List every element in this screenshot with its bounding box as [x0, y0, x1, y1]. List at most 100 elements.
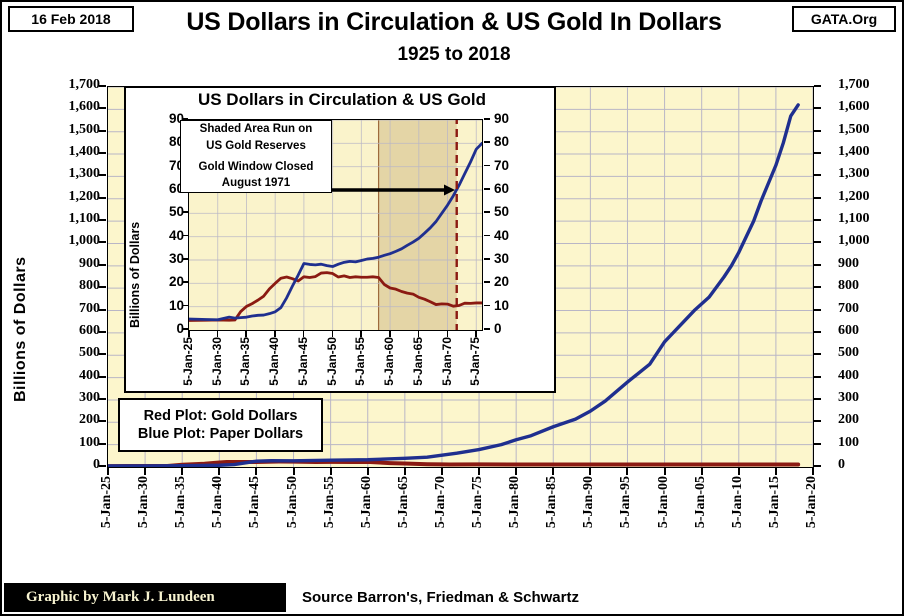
credit-label: Graphic by Mark J. Lundeen: [26, 589, 215, 605]
axis-tick-mark: [329, 468, 332, 475]
axis-tick-mark: [814, 129, 821, 132]
x-axis-tick-label: 5-Jan-00: [655, 476, 671, 529]
inset-y-tick-label-left: 70: [168, 157, 184, 173]
y-axis-tick-label-left: 1,400: [68, 144, 101, 160]
inset-note-line-2: US Gold Reserves: [206, 139, 306, 152]
axis-tick-mark: [99, 241, 106, 244]
axis-tick-mark: [814, 442, 821, 445]
axis-tick-mark: [99, 152, 106, 155]
x-axis-tick-label: 5-Jan-65: [395, 476, 411, 529]
inset-x-tick-label: 5-Jan-60: [382, 337, 397, 386]
y-axis-tick-label-right: 1,600: [838, 99, 870, 115]
x-axis-tick-label: 5-Jan-55: [321, 476, 337, 529]
date-badge-label: 16 Feb 2018: [31, 11, 111, 27]
inset-x-tick-label: 5-Jan-70: [439, 337, 454, 386]
y-axis-tick-label-right: 1,000: [838, 233, 870, 249]
y-axis-tick-label-right: 400: [838, 367, 859, 383]
axis-tick-mark: [814, 330, 821, 333]
axis-tick-mark: [99, 85, 106, 87]
y-axis-tick-label-left: 1,200: [68, 188, 101, 204]
inset-tick-mark: [182, 211, 188, 213]
y-axis-tick-label-right: 500: [838, 345, 859, 361]
inset-note-line-4: August 1971: [221, 177, 291, 190]
y-axis-tick-label-left: 200: [79, 412, 100, 428]
axis-tick-mark: [774, 468, 777, 475]
axis-tick-mark: [99, 219, 106, 222]
inset-x-tick-label: 5-Jan-50: [324, 337, 339, 386]
inset-y-tick-label-right: 30: [494, 251, 510, 266]
x-axis-tick-label: 5-Jan-50: [284, 476, 300, 529]
axis-tick-mark: [107, 468, 109, 475]
x-axis-tick-label: 5-Jan-10: [729, 476, 745, 529]
axis-tick-mark: [814, 263, 821, 266]
inset-tick-mark: [182, 118, 188, 120]
y-axis-tick-label-left: 0: [93, 457, 100, 472]
y-axis-tick-label-right: 900: [838, 255, 859, 271]
axis-tick-mark: [99, 129, 106, 132]
axis-tick-mark: [814, 174, 821, 177]
axis-tick-mark: [814, 196, 821, 199]
axis-tick-mark: [478, 468, 481, 475]
x-axis-tick-label: 5-Jan-80: [507, 476, 523, 529]
axis-tick-mark: [99, 330, 106, 333]
legend-paper-label: Blue Plot: Paper Dollars: [137, 426, 304, 442]
inset-tick-mark: [475, 331, 477, 337]
inset-tick-mark: [182, 258, 188, 260]
axis-tick-mark: [99, 353, 106, 356]
y-axis-tick-label-left: 400: [79, 367, 100, 383]
axis-tick-mark: [366, 468, 369, 475]
inset-y-tick-label-left: 50: [168, 204, 184, 220]
axis-tick-mark: [814, 353, 821, 356]
y-axis-tick-label-left: 1,600: [68, 99, 101, 115]
inset-tick-mark: [484, 281, 490, 283]
inset-y-tick-label-right: 80: [494, 134, 510, 150]
axis-tick-mark: [144, 468, 147, 475]
axis-tick-mark: [589, 468, 592, 475]
x-axis-tick-label: 5-Jan-15: [766, 476, 782, 529]
inset-y-tick-label-left: 30: [168, 251, 184, 266]
axis-tick-mark: [99, 465, 106, 467]
axis-tick-mark: [814, 152, 821, 155]
x-axis-tick-label: 5-Jan-90: [581, 476, 597, 529]
axis-tick-mark: [99, 375, 106, 378]
axis-tick-mark: [700, 468, 703, 475]
inset-title: US Dollars in Circulation & US Gold: [197, 90, 487, 109]
inset-tick-mark: [484, 234, 490, 237]
axis-tick-mark: [812, 468, 814, 475]
y-axis-tick-label-right: 1,300: [838, 166, 870, 182]
axis-tick-mark: [99, 107, 106, 110]
inset-x-tick-label: 5-Jan-65: [410, 337, 425, 386]
axis-tick-mark: [99, 308, 106, 311]
axis-tick-mark: [292, 468, 295, 475]
y-axis-tick-label-left: 1,300: [68, 166, 101, 182]
axis-tick-mark: [626, 468, 629, 475]
inset-plot-svg: [189, 120, 482, 330]
x-axis-tick-label: 5-Jan-95: [618, 476, 634, 529]
y-axis-tick-label-right: 700: [838, 300, 859, 316]
y-axis-tick-label-left: 1,000: [68, 233, 101, 249]
inset-chart: US Dollars in Circulation & US Gold Bill…: [124, 86, 556, 393]
y-axis-tick-label-left: 100: [79, 434, 100, 450]
axis-tick-mark: [99, 174, 106, 177]
inset-x-tick-label: 5-Jan-40: [267, 337, 282, 386]
inset-y-tick-label-left: 60: [168, 181, 184, 196]
inset-y-tick-label-right: 10: [494, 297, 510, 313]
y-axis-left: 0 100 200 300 400 500 600 700 800 900 1,000 1,100 1,…: [32, 2, 101, 614]
inset-tick-mark: [245, 331, 248, 337]
y-axis-tick-label-right: 1,200: [838, 188, 870, 204]
y-axis-tick-label-left: 500: [79, 345, 100, 361]
source-note: Source Barron's, Friedman & Schwartz: [302, 583, 579, 612]
y-axis-tick-label-right: 1,500: [838, 121, 870, 137]
y-axis-tick-label-left: 1,700: [68, 77, 101, 92]
inset-tick-mark: [484, 164, 490, 167]
axis-tick-mark: [814, 241, 821, 244]
inset-tick-mark: [182, 304, 188, 307]
inset-note-line-1: Shaded Area Run on: [199, 123, 313, 136]
inset-tick-mark: [484, 304, 490, 307]
axis-tick-mark: [99, 420, 106, 423]
inset-tick-mark: [484, 211, 490, 213]
axis-tick-mark: [515, 468, 518, 475]
inset-tick-mark: [302, 331, 305, 337]
y-axis-tick-label-right: 1,100: [838, 211, 870, 227]
